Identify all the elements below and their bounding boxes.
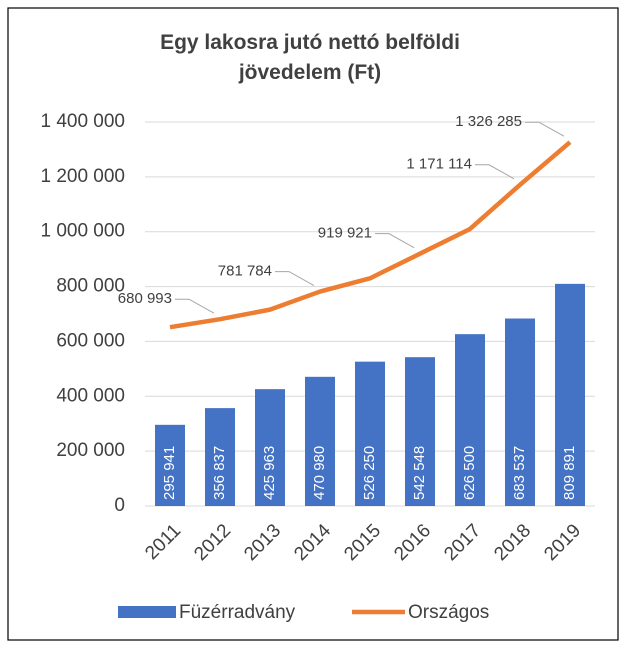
y-tick-label: 1 000 000: [40, 221, 125, 242]
bar: [355, 361, 385, 506]
bar-value-label: 809 891: [561, 446, 578, 500]
bar: [305, 376, 335, 506]
bar: [205, 408, 235, 506]
bar-value-label: 425 963: [261, 446, 278, 500]
bar-value-label: 626 500: [461, 446, 478, 500]
leader-line: [475, 164, 515, 180]
bar: [255, 389, 285, 506]
bar-value-label: 470 980: [311, 446, 328, 500]
bar-value-label: 683 537: [511, 446, 528, 500]
y-tick-label: 0: [114, 495, 125, 516]
y-tick-label: 800 000: [56, 276, 125, 297]
bar-value-label: 356 837: [211, 446, 228, 500]
y-tick-label: 1 400 000: [40, 111, 125, 132]
bar-value-label: 295 941: [161, 446, 178, 500]
y-tick-label: 600 000: [56, 330, 125, 351]
leader-line: [525, 121, 565, 137]
line-value-label: 1 171 114: [406, 156, 472, 173]
line: [169, 140, 572, 330]
line-value-label: 781 784: [218, 263, 272, 280]
y-tick-label: 400 000: [56, 385, 125, 406]
bar: [555, 283, 585, 506]
leader-line: [175, 298, 215, 314]
legend-label: Füzérradvány: [179, 602, 296, 623]
bar: [455, 334, 485, 506]
bar: [405, 357, 435, 506]
legend-label: Országos: [408, 602, 489, 623]
chart-title: Egy lakosra jutó nettó belföldi jövedele…: [160, 31, 460, 84]
legend-swatch: [118, 606, 176, 618]
bar-value-label: 526 250: [361, 446, 378, 500]
leader-line: [275, 271, 315, 287]
line-value-label: 919 921: [318, 225, 372, 242]
leader-line: [375, 233, 415, 249]
bar: [505, 318, 535, 506]
bar-value-label: 542 548: [411, 446, 428, 500]
line-value-label: 1 326 285: [455, 113, 522, 130]
line-value-label: 680 993: [118, 290, 172, 307]
y-tick-label: 200 000: [56, 440, 125, 461]
bar: [155, 424, 185, 506]
y-tick-label: 1 200 000: [40, 166, 125, 187]
